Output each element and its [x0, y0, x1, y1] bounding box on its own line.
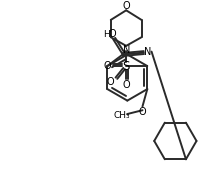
Text: O: O [122, 80, 130, 90]
Text: O: O [139, 107, 146, 117]
Text: S: S [123, 60, 130, 72]
Text: O: O [107, 77, 115, 87]
Text: O: O [103, 61, 111, 71]
Text: O: O [108, 29, 116, 39]
Text: O: O [122, 1, 130, 11]
Text: H: H [103, 30, 110, 39]
Text: N: N [144, 47, 151, 57]
Text: N: N [123, 45, 131, 55]
Text: CH₃: CH₃ [113, 110, 130, 120]
